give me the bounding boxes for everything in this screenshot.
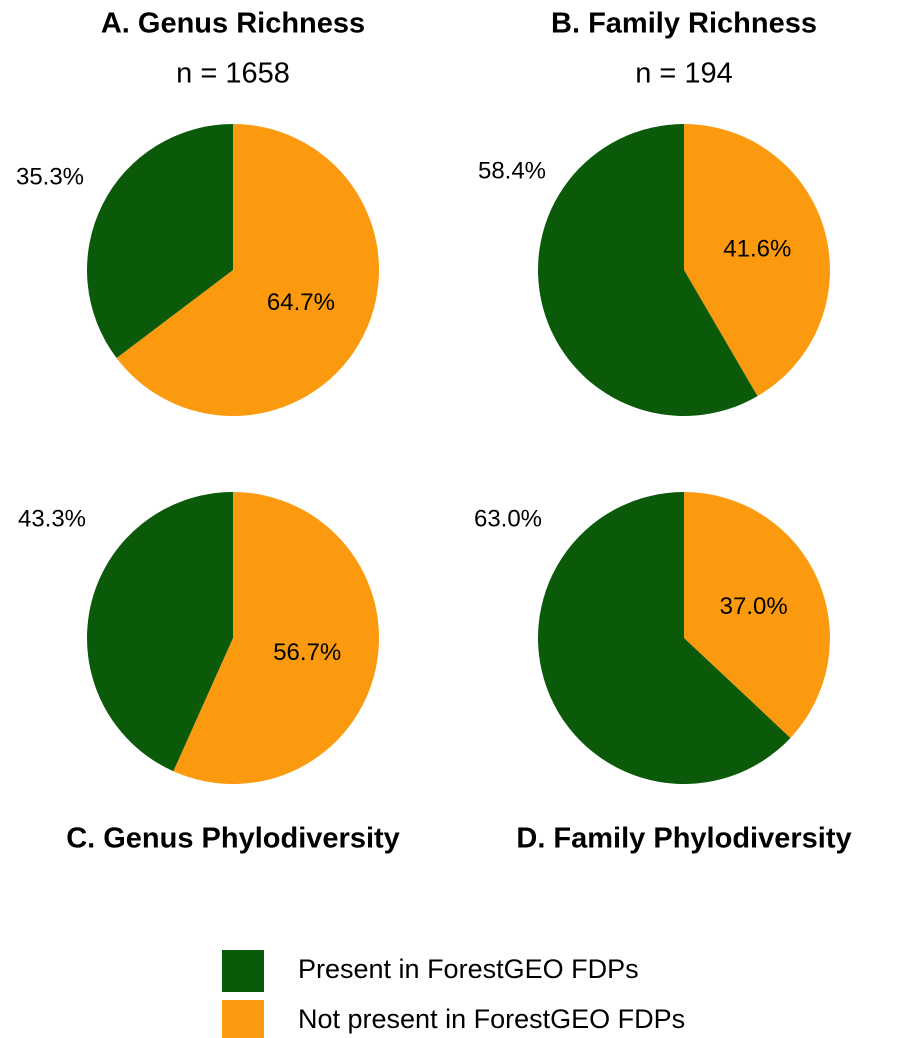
pie-slice bbox=[684, 124, 830, 397]
pie-slice bbox=[537, 124, 758, 416]
pie-slice bbox=[86, 492, 233, 772]
legend-swatch bbox=[222, 1000, 264, 1038]
chart-subtitle: n = 1658 bbox=[176, 58, 290, 90]
legend-swatch bbox=[222, 950, 264, 992]
pie-slice bbox=[86, 124, 233, 359]
data-label: 35.3% bbox=[16, 163, 84, 190]
data-label: 41.6% bbox=[723, 236, 791, 263]
data-label: 63.0% bbox=[474, 505, 542, 532]
data-label: 37.0% bbox=[720, 593, 788, 620]
chart-title: B. Family Richness bbox=[551, 8, 817, 40]
pie-slice bbox=[537, 492, 791, 784]
data-label: 56.7% bbox=[273, 639, 341, 666]
data-label: 43.3% bbox=[18, 505, 86, 532]
data-label: 58.4% bbox=[478, 157, 546, 184]
chart-subtitle: n = 194 bbox=[635, 58, 733, 90]
pie-slice bbox=[116, 124, 379, 416]
legend-label: Present in ForestGEO FDPs bbox=[298, 954, 639, 984]
pie-slice bbox=[684, 492, 830, 738]
chart-title: C. Genus Phylodiversity bbox=[66, 823, 400, 855]
data-label: 64.7% bbox=[267, 289, 335, 316]
legend-label: Not present in ForestGEO FDPs bbox=[298, 1004, 685, 1034]
pie-slice bbox=[173, 492, 379, 785]
chart-title: D. Family Phylodiversity bbox=[516, 823, 851, 855]
chart-title: A. Genus Richness bbox=[101, 8, 365, 40]
